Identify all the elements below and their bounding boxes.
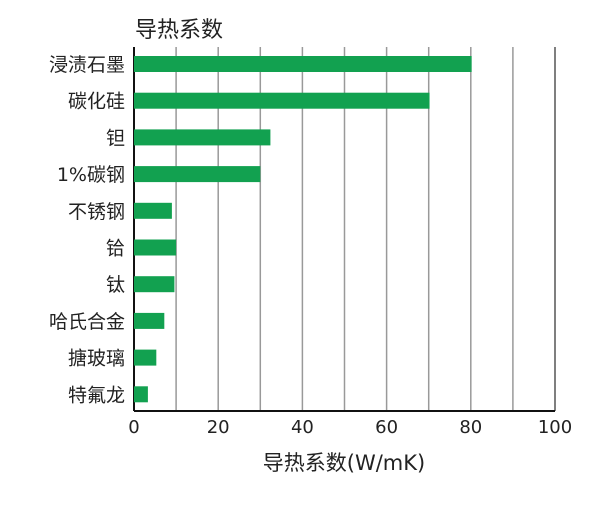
bar [134, 386, 148, 403]
x-tick-label: 20 [207, 417, 230, 438]
bar [134, 202, 172, 219]
bar [134, 312, 165, 329]
category-label: 哈氏合金 [49, 311, 125, 333]
category-label: 碳化硅 [68, 91, 125, 113]
x-tick-label: 0 [128, 417, 139, 438]
bar [134, 56, 472, 72]
bar [134, 276, 175, 293]
bar [134, 92, 430, 109]
x-tick-label: 80 [459, 417, 482, 438]
bar [134, 129, 271, 146]
category-label: 1%碳钢 [57, 164, 125, 186]
bar [134, 349, 157, 366]
bar [134, 239, 177, 256]
category-label: 特氟龙 [68, 384, 125, 406]
chart-title: 导热系数 [135, 18, 223, 43]
x-tick-label: 40 [291, 417, 314, 438]
category-label: 钛 [106, 274, 125, 296]
category-label: 浸渍石墨 [49, 54, 125, 76]
category-label: 不锈钢 [68, 201, 125, 223]
category-label: 铪 [106, 238, 125, 260]
category-label: 钽 [106, 127, 125, 149]
category-label: 搪玻璃 [68, 348, 125, 370]
x-tick-label: 60 [375, 417, 398, 438]
bar [134, 166, 261, 183]
x-tick-label: 100 [538, 417, 572, 438]
x-axis-label: 导热系数(W/mK) [263, 451, 425, 475]
